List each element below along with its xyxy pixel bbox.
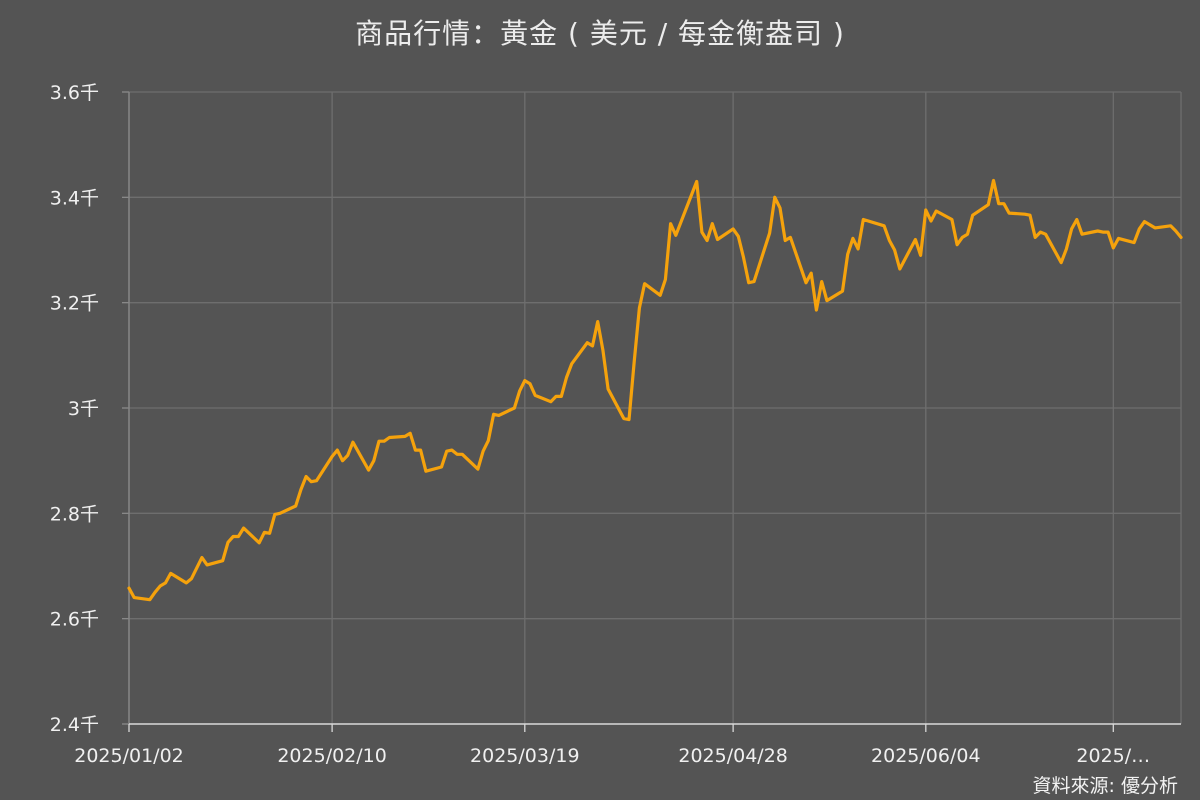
y-tick-label: 2.4千: [50, 714, 99, 736]
y-tick-label: 2.6千: [50, 609, 99, 631]
y-tick-label: 3.6千: [50, 82, 99, 104]
y-tick-label: 3.4千: [50, 187, 99, 209]
y-tick-label: 3千: [68, 398, 99, 420]
x-tick-label: 2025/04/28: [678, 745, 788, 767]
y-tick-label: 2.8千: [50, 503, 99, 525]
x-tick-label: 2025/02/10: [277, 745, 387, 767]
x-tick-label: 2025/…: [1076, 745, 1150, 767]
source-note: 資料來源: 優分析: [1032, 775, 1178, 797]
chart-title: 商品行情：黃金 ( 美元 / 每金衡盎司 ): [355, 17, 845, 50]
x-tick-label: 2025/01/02: [74, 745, 184, 767]
x-tick-label: 2025/06/04: [871, 745, 981, 767]
series-line: [127, 178, 1183, 602]
x-tick-label: 2025/03/19: [470, 745, 580, 767]
y-tick-label: 3.2千: [50, 293, 99, 315]
